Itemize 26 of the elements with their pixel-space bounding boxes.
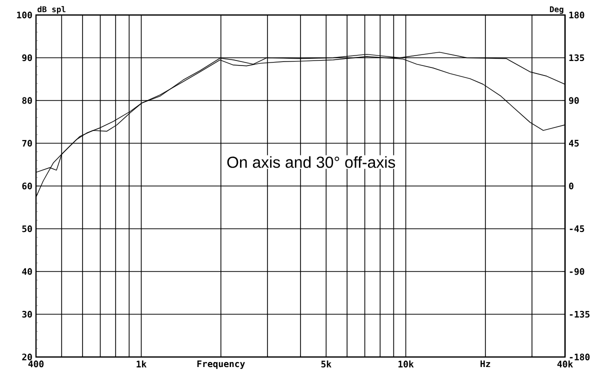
y2-tick-label: -90 xyxy=(570,268,584,275)
y2-tick-label: 90 xyxy=(569,97,579,104)
y2-tick-label: 180 xyxy=(569,12,584,18)
y2-tick-label: 135 xyxy=(569,54,584,62)
y-tick-label: 20 xyxy=(22,354,32,360)
y2-tick-label: -180 xyxy=(570,354,590,360)
x-tick-label: 10k xyxy=(398,360,414,368)
x-tick-label: Frequency xyxy=(197,360,245,369)
y2-tick-label: -45 xyxy=(570,225,584,232)
x-tick-label: 40k xyxy=(557,360,573,368)
y-tick-label: 80 xyxy=(22,97,32,104)
y2-tick-label: 45 xyxy=(568,140,579,147)
x-tick-label: 5k xyxy=(321,360,332,368)
y-tick-label: 50 xyxy=(22,225,32,232)
y-tick-label: 70 xyxy=(22,140,32,147)
y-tick-label: 40 xyxy=(22,268,32,275)
y-tick-label: 30 xyxy=(22,310,32,318)
annotation: On axis and 30° off-axis xyxy=(227,156,396,168)
y2-tick-label: 0 xyxy=(569,182,574,190)
x-tick-label: 400 xyxy=(28,360,44,368)
y-tick-label: 60 xyxy=(22,182,32,190)
y-tick-label: 90 xyxy=(22,54,32,62)
y-tick-label: 100 xyxy=(17,12,32,18)
x-tick-label: Hz xyxy=(480,360,490,368)
x-tick-label: 1k xyxy=(136,360,147,368)
y2-tick-label: -135 xyxy=(570,310,590,318)
